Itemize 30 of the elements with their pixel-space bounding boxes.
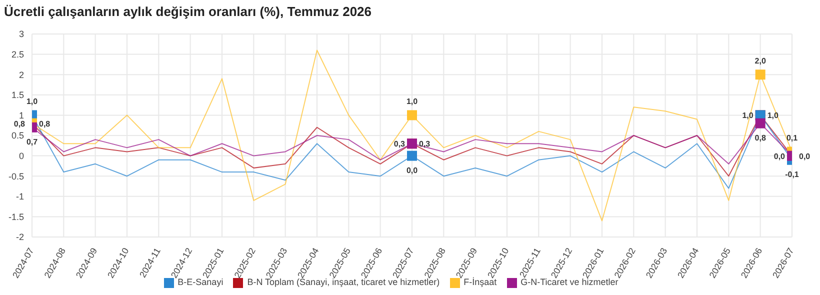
data-label: 1,0 (406, 97, 418, 106)
y-tick-label: -2 (16, 232, 24, 242)
y-tick-label: 0.5 (11, 130, 24, 141)
y-tick-label: 3 (18, 29, 24, 40)
data-label: 0,8 (14, 119, 26, 128)
y-tick-label: 1 (18, 110, 24, 120)
data-label: 0,8 (39, 119, 51, 128)
y-tick-label: 2.5 (11, 49, 24, 60)
y-tick-label: 0 (18, 150, 24, 161)
y-tick-label: -1 (16, 192, 24, 202)
data-label: 0,3 (419, 140, 431, 149)
chart-title: Ücretli çalışanların aylık değişim oranları (%), Temmuz 2026 (3, 3, 373, 21)
data-label: -0,1 (785, 170, 800, 179)
data-label: 2,0 (754, 56, 766, 66)
legend-label: B-E-Sanayi (178, 277, 224, 287)
data-label: 0,3 (394, 140, 406, 149)
data-label: 0,8 (754, 133, 766, 142)
legend-label: B-N Toplam (Sanayi, inşaat, ticaret ve hizmetler) (247, 277, 440, 287)
data-label: 1,0 (26, 97, 38, 106)
data-label: 0,1 (786, 134, 798, 143)
data-label: 0,0 (799, 152, 811, 161)
data-label: 0,0 (406, 166, 418, 175)
y-tick-label: -1.5 (8, 212, 24, 222)
y-tick-label: 1.5 (11, 90, 24, 100)
data-label: 0,7 (26, 137, 38, 146)
legend-label: G-N-Ticaret ve hizmetler (520, 277, 618, 287)
y-tick-label: -0.5 (8, 171, 24, 182)
data-label: 0,0 (774, 152, 786, 161)
legend-label: F-İnşaat (464, 277, 497, 287)
y-tick-label: 2 (18, 70, 24, 80)
